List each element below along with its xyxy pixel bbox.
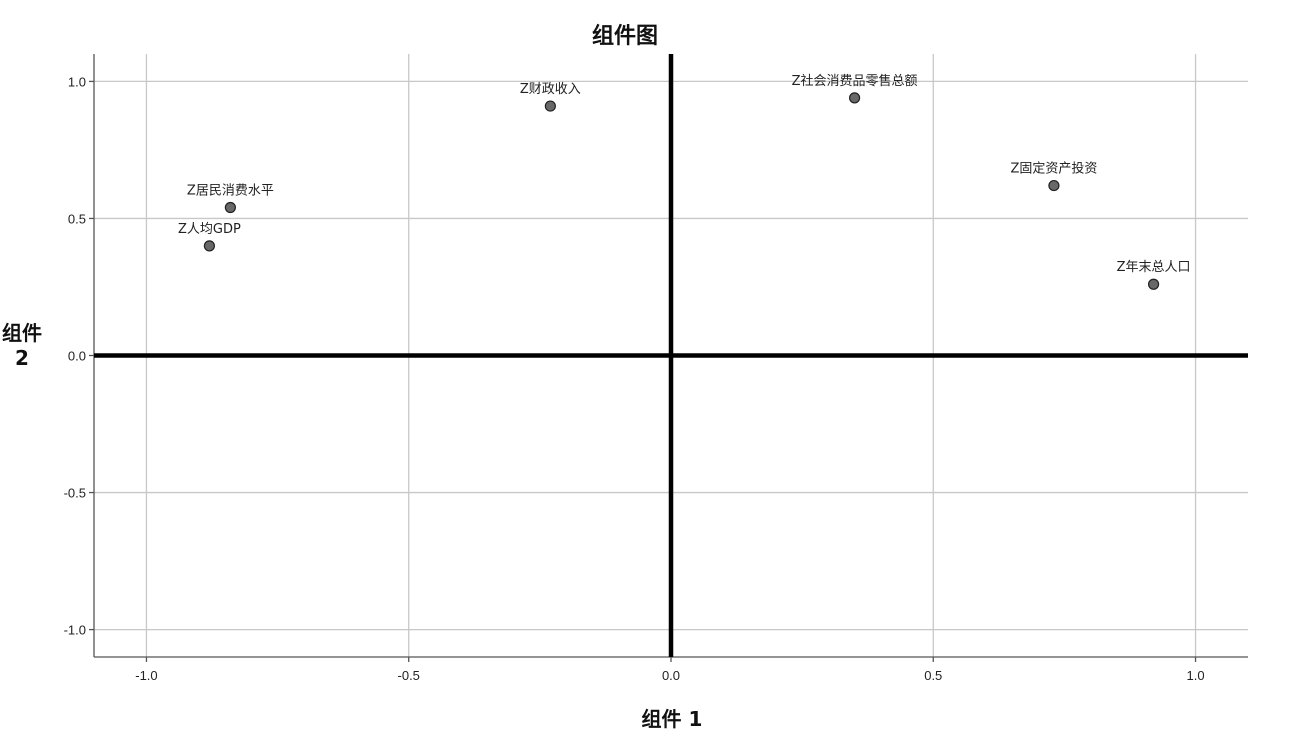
data-point [1147, 278, 1160, 290]
y-axis-title-line-2: 2 [15, 346, 29, 370]
chart-title: 组件图 [592, 23, 658, 49]
x-tick-label: -1.0 [135, 668, 157, 683]
x-axis-title: 组件 1 [642, 707, 703, 731]
x-tick-label: 0.0 [662, 668, 680, 683]
point-label: Z社会消费品零售总额 [792, 73, 918, 89]
y-tick-label: 1.0 [68, 74, 86, 89]
x-tick-label: -0.5 [398, 668, 420, 683]
point-labels-layer: Z财政收入 Z社会消费品零售总额 Z居民消费水平 Z人均GDP Z固定资产投资 Z年末总人… [178, 73, 1191, 275]
point-label: Z居民消费水平 [187, 183, 274, 198]
data-point [203, 240, 215, 252]
x-tick-label: 1.0 [1187, 668, 1205, 683]
data-point [544, 100, 556, 112]
point-label: Z固定资产投资 [1010, 161, 1097, 177]
y-tick-label: 0.5 [68, 211, 86, 226]
y-tick-label: -1.0 [64, 623, 86, 638]
points-layer [203, 92, 1160, 290]
y-tick-label: -0.5 [64, 486, 86, 501]
point-label: Z财政收入 [520, 82, 581, 97]
data-point [848, 92, 861, 104]
y-axis-title-line-1: 组件 [2, 321, 42, 345]
y-axis-title: 组件 2 [2, 321, 42, 370]
tick-layer: -1.0 -0.5 0.0 0.5 1.0 -1.0 -0.5 0.0 0.5 1.0 [64, 74, 1205, 683]
zero-reference-lines [94, 54, 1248, 657]
data-point [224, 201, 236, 214]
point-label: Z年末总人口 [1117, 260, 1191, 275]
y-tick-label: 0.0 [68, 349, 86, 364]
point-label: Z人均GDP [178, 222, 241, 237]
x-tick-label: 0.5 [924, 668, 942, 683]
data-point [1048, 179, 1060, 192]
